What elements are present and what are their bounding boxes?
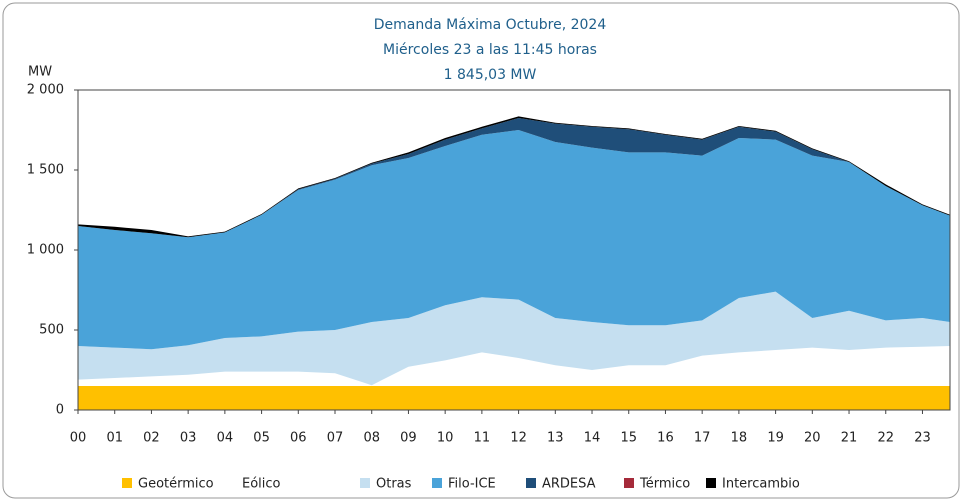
x-tick-label: 10 [437, 431, 454, 446]
legend-label: ARDESA [542, 477, 596, 492]
legend-label: Eólico [242, 477, 281, 492]
chart-subtitle: 1 845,03 MW [444, 67, 537, 83]
legend-label: Filo-ICE [448, 477, 496, 492]
x-tick-label: 15 [620, 431, 637, 446]
x-tick-label: 03 [180, 431, 197, 446]
y-axis-label: MW [28, 65, 52, 80]
x-tick-label: 04 [217, 431, 234, 446]
x-tick-label: 08 [363, 431, 380, 446]
x-tick-label: 23 [914, 431, 931, 446]
y-tick-label: 2 000 [27, 83, 64, 98]
x-tick-label: 16 [657, 431, 674, 446]
chart-title: Demanda Máxima Octubre, 2024 [374, 17, 607, 33]
x-tick-label: 05 [253, 431, 270, 446]
legend-swatch [226, 478, 236, 488]
area [78, 291, 950, 386]
x-tick-label: 12 [510, 431, 527, 446]
legend-swatch [122, 478, 132, 488]
area [78, 386, 950, 410]
x-tick-label: 07 [327, 431, 344, 446]
x-tick-label: 21 [841, 431, 858, 446]
legend-label: Térmico [639, 477, 690, 492]
x-tick-label: 20 [804, 431, 821, 446]
y-tick-label: 1 500 [27, 163, 64, 178]
chart-subtitle: Miércoles 23 a las 11:45 horas [383, 42, 597, 58]
area [78, 346, 950, 386]
x-tick-label: 00 [70, 431, 87, 446]
area [78, 130, 950, 350]
x-tick-label: 13 [547, 431, 564, 446]
x-tick-label: 18 [731, 431, 748, 446]
legend-swatch [706, 478, 716, 488]
legend-swatch [624, 478, 634, 488]
x-tick-label: 11 [474, 431, 491, 446]
y-tick-label: 500 [39, 323, 64, 338]
legend-label: Geotérmico [138, 477, 214, 492]
legend-label: Otras [376, 477, 412, 492]
legend-swatch [432, 478, 442, 488]
legend-swatch [526, 478, 536, 488]
x-tick-label: 02 [143, 431, 160, 446]
x-tick-label: 01 [106, 431, 123, 446]
x-tick-label: 09 [400, 431, 417, 446]
y-tick-label: 0 [56, 403, 64, 418]
x-tick-label: 17 [694, 431, 711, 446]
legend-label: Intercambio [722, 477, 800, 492]
x-tick-label: 06 [290, 431, 307, 446]
x-tick-label: 19 [767, 431, 784, 446]
x-tick-label: 22 [877, 431, 894, 446]
x-tick-label: 14 [584, 431, 601, 446]
legend-swatch [360, 478, 370, 488]
y-tick-label: 1 000 [27, 243, 64, 258]
